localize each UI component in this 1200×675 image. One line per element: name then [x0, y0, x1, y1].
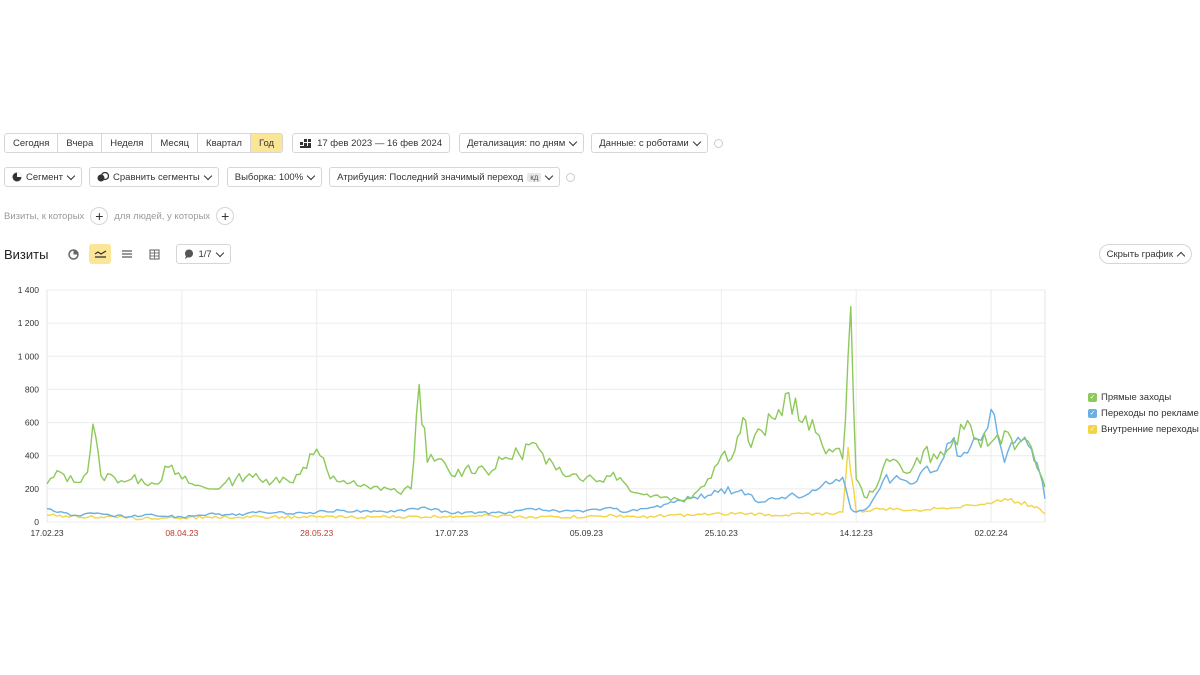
legend-label-direct: Прямые заходы: [1101, 392, 1172, 403]
checkbox-icon: ✓: [1088, 425, 1097, 434]
plot-area: [46, 289, 1046, 523]
visits-filter-label: Визиты, к которых: [4, 210, 85, 222]
chart-series: [46, 305, 1046, 521]
period-quarter[interactable]: Квартал: [198, 134, 251, 152]
y-tick-label: 200: [25, 484, 39, 494]
sample-dropdown[interactable]: Выборка: 100%: [226, 167, 323, 187]
x-tick-label: 02.02.24: [975, 528, 1008, 538]
sample-label: Выборка: 100%: [234, 171, 304, 183]
chevron-down-icon: [568, 137, 578, 146]
series-line-internal[interactable]: [46, 446, 1046, 521]
grid-chart-icon: [149, 248, 160, 260]
detail-label: Детализация: по дням: [467, 137, 566, 149]
legend-item-ads[interactable]: ✓ Переходы по рекламе: [1088, 408, 1199, 419]
period-today[interactable]: Сегодня: [5, 134, 59, 152]
legend-item-direct[interactable]: ✓ Прямые заходы: [1088, 392, 1199, 403]
chevron-down-icon: [203, 171, 212, 180]
chart-grid: [46, 289, 1046, 523]
y-tick-label: 0: [34, 517, 39, 527]
period-year[interactable]: Год: [250, 134, 283, 152]
bar-chart-view-button[interactable]: [143, 244, 165, 264]
compare-label: Сравнить сегменты: [113, 171, 200, 183]
x-tick-label: 08.04.23: [165, 528, 198, 538]
x-tick-label: 14.12.23: [840, 528, 873, 538]
chevron-up-icon: [1176, 251, 1186, 260]
visits-chart: 0 200 400 600 800 1 000 1 200 1 400 17.02.23 08.…: [18, 285, 1046, 538]
chevron-down-icon: [545, 171, 554, 180]
date-range-button[interactable]: 17 фев 2023 — 16 фев 2024: [292, 133, 451, 153]
checkbox-icon: ✓: [1088, 393, 1097, 402]
segment-label: Сегмент: [26, 171, 64, 183]
y-tick-label: 1 000: [18, 351, 40, 361]
plus-icon: +: [95, 208, 104, 224]
chevron-down-icon: [66, 171, 76, 180]
attribution-badge: кд: [527, 172, 542, 182]
x-tick-label: 17.02.23: [30, 528, 63, 538]
y-tick-label: 1 200: [18, 318, 40, 328]
data-dropdown[interactable]: Данные: с роботами: [591, 133, 708, 153]
legend-label-ads: Переходы по рекламе: [1101, 408, 1199, 419]
metrics-dropdown[interactable]: 1/7: [176, 244, 231, 264]
area-chart-view-button[interactable]: [116, 244, 138, 264]
add-people-filter-button[interactable]: +: [216, 207, 235, 225]
pie-chart-view-button[interactable]: [62, 244, 84, 264]
period-selector: Сегодня Вчера Неделя Месяц Квартал Год: [4, 133, 284, 153]
date-range-label: 17 фев 2023 — 16 фев 2024: [317, 137, 443, 149]
series-line-ads[interactable]: [46, 408, 1046, 519]
checkbox-icon: ✓: [1088, 409, 1097, 418]
pie-icon: [12, 172, 22, 182]
series-line-direct[interactable]: [46, 305, 1046, 502]
stacked-chart-icon: [122, 250, 133, 258]
legend-label-internal: Внутренние переходы: [1101, 424, 1199, 435]
chevron-down-icon: [215, 248, 224, 257]
period-yesterday[interactable]: Вчера: [58, 134, 103, 152]
plus-icon: +: [221, 208, 230, 224]
chat-bubble-icon: [185, 249, 194, 259]
x-tick-label: 28.05.23: [300, 528, 333, 538]
hide-chart-label: Скрыть график: [1106, 248, 1173, 260]
y-tick-label: 800: [25, 384, 39, 394]
y-tick-label: 1 400: [18, 285, 40, 295]
legend-item-internal[interactable]: ✓ Внутренние переходы: [1088, 424, 1199, 435]
info-icon[interactable]: [713, 138, 723, 148]
pie-chart-icon: [68, 248, 79, 260]
chart-legend: ✓ Прямые заходы ✓ Переходы по рекламе ✓ …: [1088, 392, 1199, 440]
line-chart-icon: [94, 250, 107, 258]
people-filter-label: для людей, у которых: [114, 210, 211, 222]
x-tick-label: 05.09.23: [570, 528, 603, 538]
calendar-icon: [300, 138, 312, 148]
attribution-label: Атрибуция: Последний значимый переход: [337, 171, 524, 183]
x-tick-label: 17.07.23: [435, 528, 468, 538]
compare-icon: [97, 172, 110, 182]
line-chart-view-button[interactable]: [89, 244, 112, 264]
toolbar-row-1: Сегодня Вчера Неделя Месяц Квартал Год 1…: [4, 133, 723, 153]
report-title: Визиты: [4, 246, 49, 262]
period-month[interactable]: Месяц: [152, 134, 199, 152]
data-label: Данные: с роботами: [599, 137, 689, 149]
attribution-dropdown[interactable]: Атрибуция: Последний значимый переход кд: [329, 167, 561, 187]
info-icon[interactable]: [566, 172, 576, 182]
chevron-down-icon: [692, 137, 701, 146]
period-week[interactable]: Неделя: [102, 134, 153, 152]
y-axis: 0 200 400 600 800 1 000 1 200 1 400: [18, 285, 40, 527]
compare-segments-dropdown[interactable]: Сравнить сегменты: [89, 167, 219, 187]
x-tick-label: 25.10.23: [705, 528, 738, 538]
detail-dropdown[interactable]: Детализация: по дням: [459, 133, 585, 153]
y-tick-label: 400: [25, 451, 39, 461]
report-header: Визиты 1/7: [4, 244, 231, 264]
x-axis: 17.02.23 08.04.23 28.05.23 17.07.23 05.09.23…: [30, 528, 1007, 538]
add-visit-filter-button[interactable]: +: [90, 207, 109, 225]
metrics-count: 1/7: [198, 248, 212, 260]
filter-row: Визиты, к которых + для людей, у которых…: [4, 207, 235, 225]
segment-dropdown[interactable]: Сегмент: [4, 167, 83, 187]
toolbar-row-2: Сегмент Сравнить сегменты Выборка: 100% …: [4, 167, 576, 187]
y-tick-label: 600: [25, 418, 39, 428]
hide-chart-button[interactable]: Скрыть график: [1098, 244, 1192, 264]
chevron-down-icon: [306, 171, 316, 180]
